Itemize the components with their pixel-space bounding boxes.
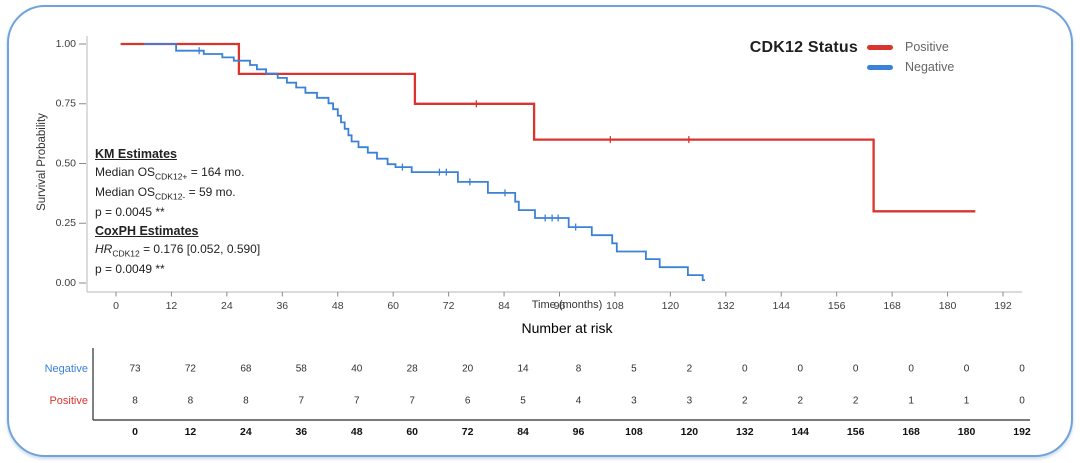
risk-axis-tick-label: 72 bbox=[462, 426, 474, 438]
risk-value: 8 bbox=[188, 396, 194, 407]
risk-value: 0 bbox=[853, 364, 859, 375]
risk-row-label-negative: Negative bbox=[45, 363, 88, 375]
risk-axis-tick-label: 180 bbox=[958, 426, 976, 438]
risk-axis-tick-label: 60 bbox=[406, 426, 418, 438]
risk-value: 68 bbox=[240, 364, 252, 375]
y-tick-label: 0.75 bbox=[56, 98, 77, 110]
x-tick-label: 84 bbox=[498, 300, 510, 312]
x-tick-label: 168 bbox=[883, 300, 901, 312]
x-tick-label: 12 bbox=[166, 300, 178, 312]
risk-axis-tick-label: 0 bbox=[132, 426, 138, 438]
risk-value: 0 bbox=[908, 364, 914, 375]
x-tick-label: 72 bbox=[443, 300, 455, 312]
risk-value: 28 bbox=[407, 364, 419, 375]
risk-axis-tick-label: 12 bbox=[185, 426, 197, 438]
risk-value: 14 bbox=[518, 364, 530, 375]
x-axis-label: Time (months) bbox=[531, 299, 603, 311]
risk-value: 0 bbox=[1019, 364, 1025, 375]
coxph-estimates-heading: CoxPH Estimates bbox=[95, 224, 199, 238]
positive-swatch-icon bbox=[867, 44, 893, 50]
risk-value: 8 bbox=[576, 364, 582, 375]
x-tick-label: 156 bbox=[828, 300, 846, 312]
risk-value: 2 bbox=[742, 396, 748, 407]
risk-axis-tick-label: 108 bbox=[625, 426, 643, 438]
risk-value: 5 bbox=[520, 396, 526, 407]
rounded-border-frame bbox=[7, 5, 1073, 457]
risk-value: 40 bbox=[351, 364, 363, 375]
risk-value: 2 bbox=[687, 364, 693, 375]
coxph-estimates-block: CoxPH Estimates HRCDK12 = 0.176 [0.052, … bbox=[95, 224, 375, 277]
risk-axis-tick-label: 168 bbox=[902, 426, 920, 438]
risk-value: 2 bbox=[853, 396, 859, 407]
risk-value: 1 bbox=[964, 396, 970, 407]
x-tick-label: 36 bbox=[276, 300, 288, 312]
risk-value: 6 bbox=[465, 396, 471, 407]
risk-axis-tick-label: 144 bbox=[791, 426, 809, 438]
risk-axis-tick-label: 84 bbox=[517, 426, 529, 438]
x-tick-label: 108 bbox=[606, 300, 624, 312]
x-tick-label: 24 bbox=[221, 300, 233, 312]
risk-value: 5 bbox=[631, 364, 637, 375]
risk-axis-tick-label: 96 bbox=[573, 426, 585, 438]
legend-entry-negative: Negative bbox=[867, 60, 954, 74]
negative-swatch-icon bbox=[867, 64, 893, 70]
km-p-value-line: p = 0.0045 ** bbox=[95, 204, 165, 219]
legend-title: CDK12 Status bbox=[749, 39, 858, 56]
risk-value: 0 bbox=[742, 364, 748, 375]
risk-value: 4 bbox=[576, 396, 582, 407]
risk-axis-tick-label: 24 bbox=[240, 426, 252, 438]
x-tick-label: 96 bbox=[554, 300, 566, 312]
x-tick-label: 132 bbox=[717, 300, 735, 312]
x-tick-label: 144 bbox=[772, 300, 790, 312]
risk-value: 8 bbox=[132, 396, 138, 407]
risk-axis-tick-label: 192 bbox=[1013, 426, 1031, 438]
y-tick-label: 0.00 bbox=[56, 277, 77, 289]
risk-row-label-positive: Positive bbox=[49, 395, 88, 407]
risk-value: 7 bbox=[299, 396, 305, 407]
y-tick-label: 1.00 bbox=[56, 38, 77, 50]
risk-axis-tick-label: 36 bbox=[295, 426, 307, 438]
y-tick-label: 0.25 bbox=[56, 217, 77, 229]
x-tick-label: 192 bbox=[994, 300, 1012, 312]
risk-value: 0 bbox=[964, 364, 970, 375]
x-tick-label: 48 bbox=[332, 300, 344, 312]
x-tick-label: 120 bbox=[662, 300, 680, 312]
coxph-p-value-line: p = 0.0049 ** bbox=[95, 261, 165, 276]
risk-value: 73 bbox=[129, 364, 141, 375]
km-estimates-heading: KM Estimates bbox=[95, 147, 177, 161]
coxph-hr-line: HRCDK12 = 0.176 [0.052, 0.590] bbox=[95, 242, 261, 259]
km-curve-positive bbox=[120, 42, 976, 213]
legend-entry-positive: Positive bbox=[867, 40, 949, 54]
risk-value: 72 bbox=[185, 364, 197, 375]
risk-axis-tick-label: 48 bbox=[351, 426, 363, 438]
y-axis-label: Survival Probability bbox=[36, 113, 48, 211]
risk-value: 0 bbox=[1019, 396, 1025, 407]
x-tick-label: 0 bbox=[113, 300, 119, 312]
risk-value: 3 bbox=[631, 396, 637, 407]
risk-value: 3 bbox=[687, 396, 693, 407]
km-median-negative-line: Median OSCDK12- = 59 mo. bbox=[95, 184, 236, 202]
km-estimates-block: KM Estimates Median OSCDK12+ = 164 mo. M… bbox=[95, 147, 375, 220]
risk-value: 58 bbox=[296, 364, 308, 375]
risk-axis-tick-label: 156 bbox=[847, 426, 865, 438]
risk-table-title: Number at risk bbox=[521, 320, 613, 336]
km-curve-negative bbox=[143, 43, 705, 281]
legend-label-positive: Positive bbox=[905, 40, 949, 54]
risk-value: 1 bbox=[908, 396, 914, 407]
km-median-positive-line: Median OSCDK12+ = 164 mo. bbox=[95, 165, 245, 182]
legend-label-negative: Negative bbox=[905, 60, 955, 74]
risk-value: 8 bbox=[243, 396, 249, 407]
risk-value: 20 bbox=[462, 364, 474, 375]
risk-axis-tick-label: 132 bbox=[736, 426, 754, 438]
risk-value: 2 bbox=[797, 396, 803, 407]
risk-axis-tick-label: 120 bbox=[681, 426, 699, 438]
risk-value: 7 bbox=[354, 396, 360, 407]
y-tick-label: 0.50 bbox=[56, 157, 77, 169]
risk-value: 7 bbox=[409, 396, 415, 407]
x-tick-label: 60 bbox=[387, 300, 399, 312]
risk-value: 0 bbox=[797, 364, 803, 375]
x-tick-label: 180 bbox=[939, 300, 957, 312]
